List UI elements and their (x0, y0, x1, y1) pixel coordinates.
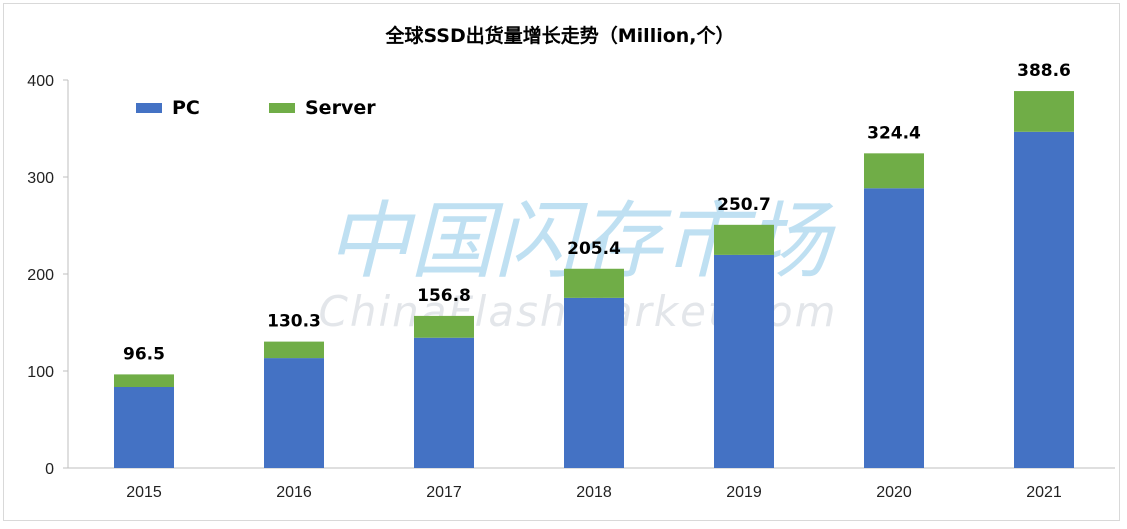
total-label-2016: 130.3 (267, 312, 321, 332)
bar-pc-2015 (114, 387, 174, 468)
total-label-2018: 205.4 (567, 239, 621, 259)
legend-swatch-server (269, 103, 295, 113)
bars-group (114, 91, 1074, 468)
x-axis-ticks: 2015 2016 2017 2018 2019 2020 2021 (126, 484, 1062, 501)
x-tick-label-2020: 2020 (876, 484, 912, 501)
bar-server-2018 (564, 269, 624, 298)
bar-server-2015 (114, 374, 174, 387)
legend-swatch-pc (136, 103, 162, 113)
bar-server-2019 (714, 225, 774, 255)
total-label-2021: 388.6 (1017, 61, 1071, 81)
bar-pc-2020 (864, 188, 924, 468)
legend: PC Server (136, 97, 376, 119)
y-tick-label-0: 0 (45, 461, 54, 478)
y-tick-label-200: 200 (27, 267, 54, 284)
total-label-2015: 96.5 (123, 344, 165, 364)
total-label-2019: 250.7 (717, 195, 771, 215)
bar-server-2016 (264, 342, 324, 358)
bar-pc-2016 (264, 358, 324, 468)
bar-server-2017 (414, 316, 474, 338)
bar-pc-2019 (714, 255, 774, 468)
x-tick-label-2021: 2021 (1026, 484, 1062, 501)
x-tick-label-2017: 2017 (426, 484, 462, 501)
y-tick-label-300: 300 (27, 170, 54, 187)
bar-server-2021 (1014, 91, 1074, 132)
bar-pc-2021 (1014, 132, 1074, 468)
x-tick-label-2019: 2019 (726, 484, 762, 501)
chart-title: 全球SSD出货量增长走势（Million,个） (384, 24, 734, 47)
x-tick-label-2018: 2018 (576, 484, 612, 501)
y-tick-label-400: 400 (27, 73, 54, 90)
x-tick-label-2015: 2015 (126, 484, 162, 501)
legend-label-pc: PC (172, 97, 200, 119)
total-label-2017: 156.8 (417, 286, 471, 306)
legend-label-server: Server (305, 97, 376, 119)
y-axis-ticks: 0 100 200 300 400 (27, 73, 68, 478)
total-label-2020: 324.4 (867, 123, 921, 143)
bar-server-2020 (864, 153, 924, 188)
y-tick-label-100: 100 (27, 364, 54, 381)
x-tick-label-2016: 2016 (276, 484, 312, 501)
bar-pc-2017 (414, 338, 474, 468)
bar-pc-2018 (564, 298, 624, 468)
